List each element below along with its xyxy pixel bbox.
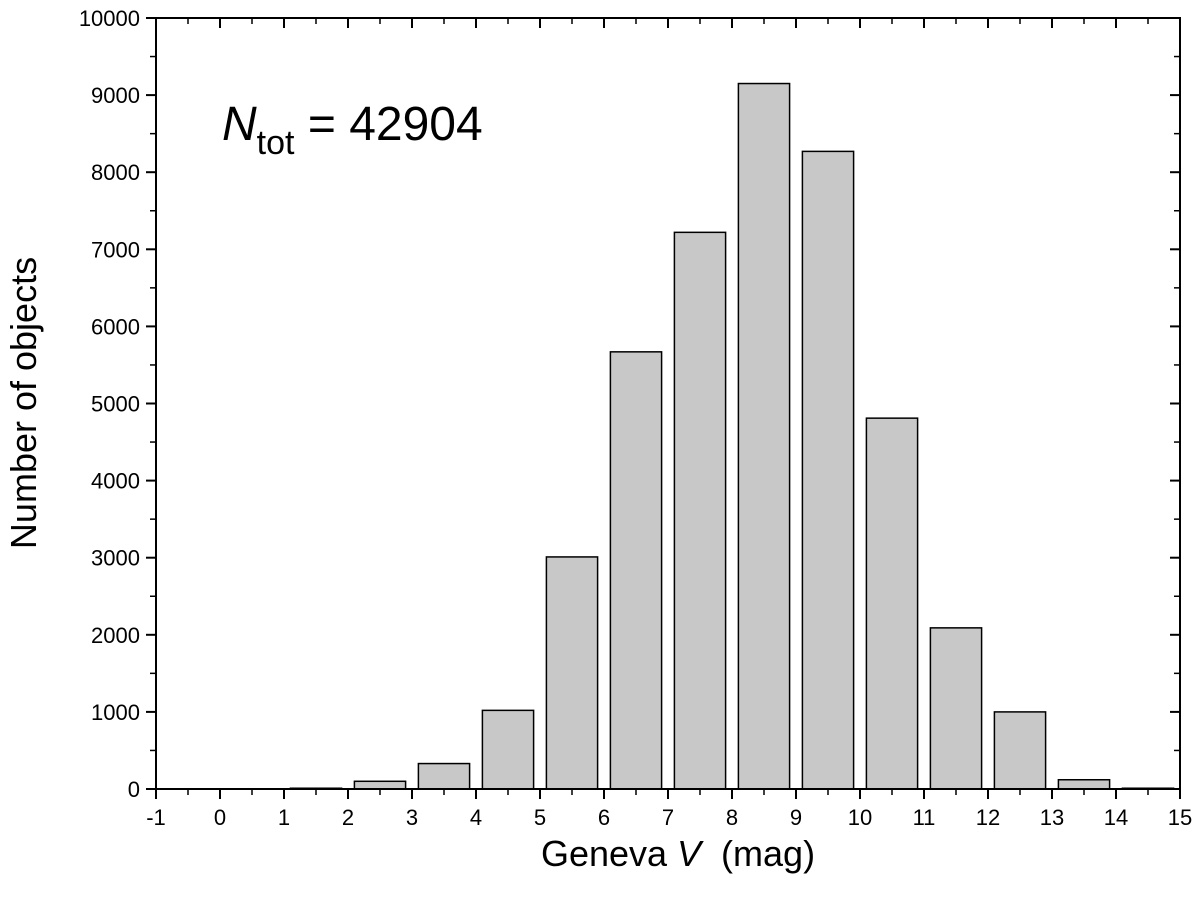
- x-axis-title-suffix: (mag): [701, 833, 815, 874]
- y-tick-label: 7000: [91, 237, 140, 262]
- annotation-symbol: N: [222, 98, 257, 151]
- bar: [545, 556, 599, 790]
- x-tick-label: 9: [790, 805, 802, 830]
- x-tick-label: 14: [1104, 805, 1128, 830]
- x-tick-label: 7: [662, 805, 674, 830]
- y-axis-title: Number of objects: [3, 257, 44, 549]
- annotation-subscript: tot: [257, 124, 295, 162]
- y-tick-label: 10000: [79, 6, 140, 31]
- y-tick-label: 8000: [91, 160, 140, 185]
- bar: [801, 150, 855, 790]
- x-tick-label: -1: [146, 805, 166, 830]
- x-tick-label: 13: [1040, 805, 1064, 830]
- y-tick-label: 5000: [91, 392, 140, 417]
- x-tick-label: 10: [848, 805, 872, 830]
- x-tick-label: 3: [406, 805, 418, 830]
- annotation-value: = 42904: [294, 98, 482, 151]
- x-axis-title-italic: V: [677, 833, 704, 874]
- x-tick-label: 8: [726, 805, 738, 830]
- x-tick-label: 2: [342, 805, 354, 830]
- total-count-annotation: Ntot = 42904: [222, 98, 483, 162]
- x-tick-label: 5: [534, 805, 546, 830]
- x-tick-label: 6: [598, 805, 610, 830]
- y-tick-label: 9000: [91, 83, 140, 108]
- x-tick-label: 15: [1168, 805, 1192, 830]
- bar: [417, 762, 471, 790]
- bar: [737, 82, 791, 790]
- y-tick-label: 6000: [91, 314, 140, 339]
- bar: [481, 709, 535, 790]
- x-axis-title-prefix: Geneva: [541, 833, 677, 874]
- x-tick-label: 4: [470, 805, 482, 830]
- y-tick-label: 1000: [91, 700, 140, 725]
- y-tick-label: 4000: [91, 469, 140, 494]
- x-axis-ticks: -1 0 1 2 3 4 5 6 7 8 9 10 11 12 13 14 15: [146, 18, 1192, 830]
- x-tick-label: 0: [214, 805, 226, 830]
- plot-frame: [155, 17, 1181, 790]
- y-tick-label: 3000: [91, 546, 140, 571]
- x-tick-label: 12: [976, 805, 1000, 830]
- bar: [353, 780, 407, 790]
- y-tick-label: 2000: [91, 623, 140, 648]
- x-axis-title: Geneva V (mag): [491, 833, 845, 874]
- bar: [993, 711, 1047, 790]
- x-tick-label: 11: [913, 805, 936, 830]
- y-tick-label: 0: [128, 777, 140, 802]
- bar: [1057, 778, 1111, 790]
- bar: [865, 417, 919, 790]
- bar: [673, 231, 727, 790]
- bar: [609, 351, 663, 790]
- bar: [929, 627, 983, 790]
- x-tick-label: 1: [278, 805, 290, 830]
- bars-group: [289, 82, 1175, 790]
